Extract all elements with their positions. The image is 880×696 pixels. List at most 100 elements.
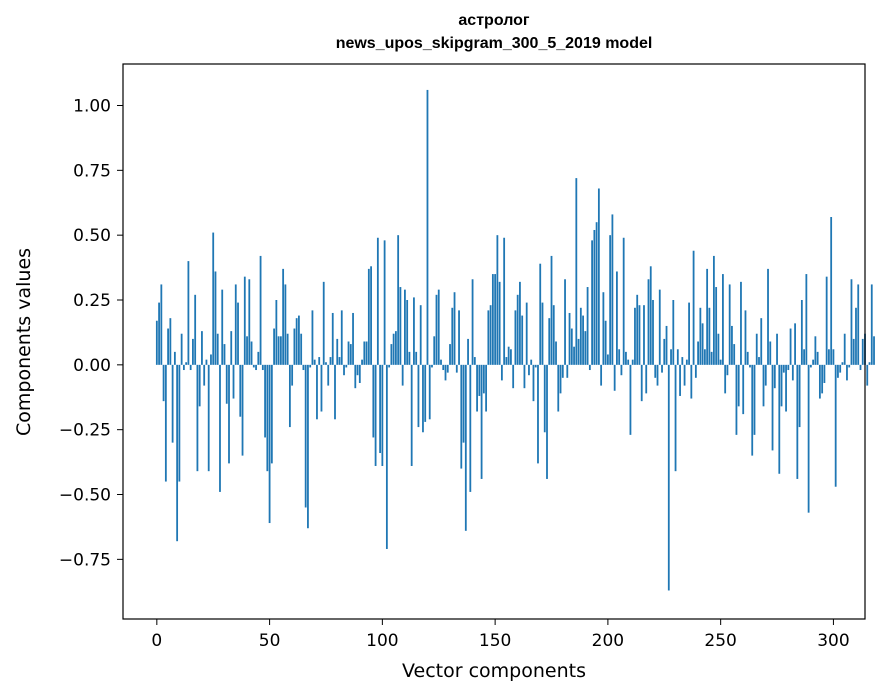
bar: [568, 312, 571, 365]
bar: [349, 344, 352, 365]
bar: [234, 284, 237, 365]
bar: [852, 338, 855, 365]
bar: [221, 289, 224, 365]
bar: [837, 364, 839, 378]
bar: [422, 364, 424, 433]
bar: [288, 364, 291, 428]
bar: [548, 318, 551, 365]
bar: [268, 364, 271, 524]
bar: [816, 351, 819, 365]
bar: [367, 268, 370, 365]
bar: [753, 364, 756, 435]
bar: [173, 351, 176, 365]
bar: [302, 364, 305, 371]
bar: [625, 351, 627, 365]
bar: [273, 328, 275, 365]
bar: [431, 364, 433, 368]
bar: [329, 357, 332, 365]
bar: [645, 364, 648, 394]
bar: [769, 341, 772, 365]
bar: [338, 357, 341, 365]
x-tick-label: 0: [151, 631, 162, 651]
bar: [778, 364, 781, 474]
bar: [785, 364, 787, 412]
bar: [401, 364, 404, 386]
bar: [379, 364, 381, 454]
bar: [586, 287, 589, 365]
bar: [205, 359, 208, 365]
bar: [282, 268, 285, 365]
bar: [809, 364, 812, 368]
bar: [216, 333, 219, 365]
bar: [532, 364, 535, 402]
bar: [189, 364, 192, 371]
bar: [320, 364, 323, 412]
bar: [670, 349, 672, 365]
bar: [196, 364, 199, 472]
bar: [627, 359, 630, 365]
bar: [629, 364, 632, 435]
bar: [593, 229, 596, 365]
bar: [606, 354, 609, 365]
bar: [180, 333, 183, 365]
bar: [169, 318, 172, 365]
bar: [873, 336, 875, 365]
bar: [773, 364, 776, 389]
x-tick-label: 100: [366, 631, 398, 651]
bar: [789, 328, 792, 365]
bar: [433, 336, 436, 365]
bar: [717, 333, 720, 365]
bar: [579, 307, 582, 365]
bar: [207, 364, 210, 472]
bar: [464, 364, 467, 531]
bar: [399, 287, 402, 365]
bar: [573, 346, 575, 365]
bar: [846, 364, 848, 381]
bar: [771, 364, 774, 451]
bars-group: [155, 89, 875, 591]
bar: [728, 284, 731, 365]
bar: [652, 300, 654, 365]
bar: [638, 305, 641, 365]
bar: [597, 188, 600, 365]
bar: [480, 364, 483, 479]
bar: [694, 364, 697, 378]
bar: [266, 364, 269, 472]
x-axis: 0 50 100 150 200 250 300: [151, 619, 850, 651]
bar: [600, 364, 603, 386]
bar: [374, 364, 377, 466]
y-tick-label: 0.75: [73, 161, 111, 181]
bar: [340, 310, 343, 365]
bar: [162, 364, 165, 402]
bar: [356, 364, 359, 376]
bar: [776, 333, 778, 365]
bar: [325, 362, 327, 365]
bar: [194, 294, 197, 365]
bar: [455, 364, 458, 373]
bar: [203, 364, 206, 386]
bar: [591, 240, 593, 365]
bar: [746, 351, 749, 365]
bar: [800, 300, 803, 365]
bar: [667, 364, 670, 591]
y-tick-label: 0.25: [73, 291, 111, 311]
bar: [814, 336, 817, 365]
bar: [796, 364, 799, 479]
bar: [697, 341, 699, 365]
bar: [482, 364, 485, 394]
bar: [250, 341, 253, 365]
bar: [313, 359, 316, 365]
bar: [307, 364, 309, 529]
bar: [365, 341, 368, 365]
bar: [176, 364, 179, 542]
bar: [848, 364, 851, 368]
bar: [467, 338, 469, 365]
bar: [419, 305, 422, 365]
bar: [622, 237, 625, 365]
bar: [611, 214, 614, 365]
bar: [261, 364, 264, 371]
bar: [201, 331, 203, 365]
bar: [264, 364, 266, 438]
bar: [843, 333, 846, 365]
bar: [514, 310, 517, 365]
